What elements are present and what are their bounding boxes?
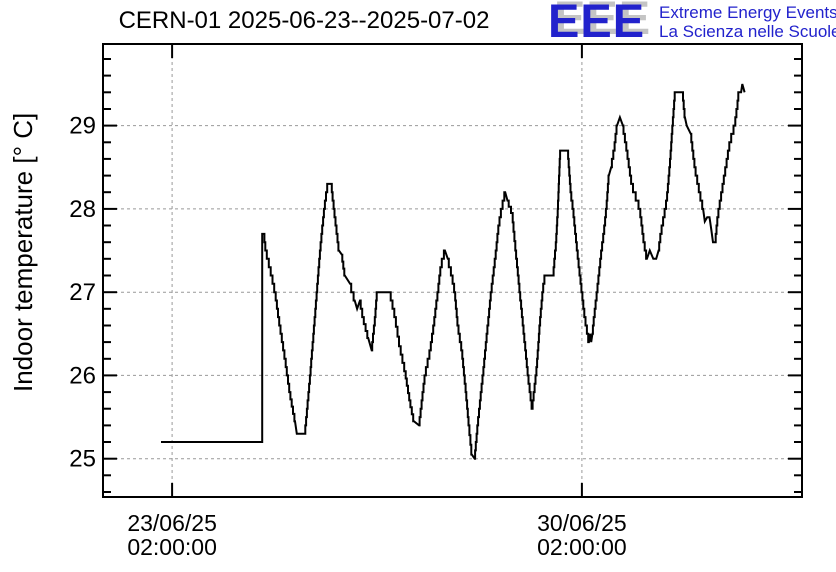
y-tick-label: 27	[69, 279, 96, 306]
chart-title: CERN-01 2025-06-23--2025-07-02	[118, 7, 490, 34]
y-axis-title: Indoor temperature [° C]	[8, 112, 38, 392]
eee-acronym-text: EEE	[548, 0, 646, 47]
y-tick-label: 29	[69, 113, 96, 140]
eee-logo: EEE Extreme Energy Events La Scienza nel…	[548, 0, 836, 47]
eee-tagline-line2: La Scienza nelle Scuole	[659, 22, 836, 41]
temperature-series-line	[161, 83, 746, 460]
y-tick-label: 25	[69, 446, 96, 473]
y-tick-label: 28	[69, 196, 96, 223]
eee-tagline: Extreme Energy Events La Scienza nelle S…	[659, 3, 836, 41]
plot-frame	[102, 43, 803, 498]
x-tick-label-date: 30/06/25	[537, 510, 627, 536]
eee-tagline-line1: Extreme Energy Events	[659, 3, 836, 22]
x-tick-label-date: 23/06/25	[127, 510, 217, 536]
x-tick-label-time: 02:00:00	[127, 534, 217, 560]
y-tick-label: 26	[69, 362, 96, 389]
x-tick-label-time: 02:00:00	[537, 534, 627, 560]
